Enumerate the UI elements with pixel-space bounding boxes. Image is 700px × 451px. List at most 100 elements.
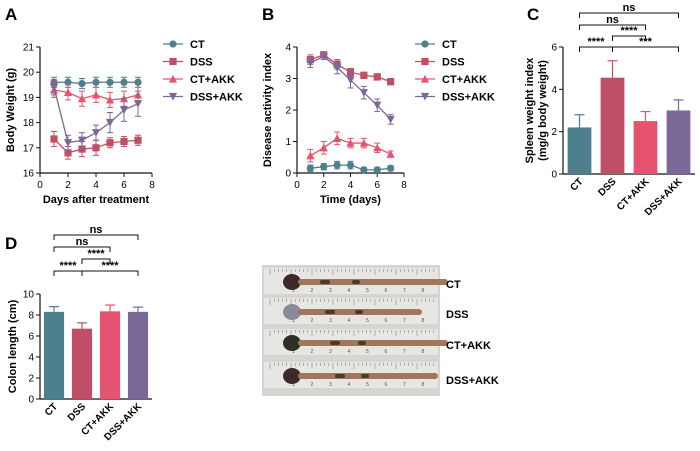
- data-point: [346, 161, 355, 169]
- y-tick-label: 6: [28, 332, 34, 343]
- ruler-number: 8: [422, 382, 425, 388]
- significance-bracket: [612, 46, 679, 52]
- ruler-number: 1: [292, 382, 295, 388]
- significance-bracket: [81, 258, 111, 264]
- data-point: [306, 59, 315, 67]
- significance-label: ****: [59, 260, 77, 272]
- legend-label: DSS+AKK: [442, 92, 495, 104]
- data-point: [360, 166, 368, 174]
- panel-letter-c: C: [527, 5, 539, 24]
- stool-pellet: [330, 341, 340, 345]
- data-point: [78, 145, 86, 153]
- series-ct: [306, 160, 395, 174]
- ruler-number: 2: [311, 382, 314, 388]
- legend-marker: [420, 74, 430, 83]
- panel-letter-d: D: [5, 234, 17, 253]
- legend-label: CT+AKK: [190, 74, 235, 86]
- data-point: [320, 163, 328, 171]
- y-tick-label: 0: [28, 395, 34, 406]
- ruler-number: 5: [366, 288, 369, 294]
- data-point: [386, 150, 395, 158]
- data-point: [50, 135, 58, 143]
- significance-label: ****: [587, 36, 605, 48]
- ruler-number: 3: [329, 288, 332, 294]
- x-tick-label: 6: [374, 180, 380, 191]
- bar-dss-akk: [127, 311, 149, 399]
- legend-label: CT: [190, 39, 205, 51]
- y-tick-label: 4: [285, 43, 291, 54]
- data-point: [373, 101, 382, 110]
- ruler-number: 6: [385, 318, 388, 324]
- legend-item-ct-akk: CT+AKK: [163, 74, 235, 86]
- x-tick-label: DSS: [596, 176, 619, 199]
- legend-label: DSS: [190, 57, 213, 69]
- ruler-number: 5: [366, 382, 369, 388]
- y-tick-label: 8: [28, 311, 34, 322]
- ruler-number: 5: [366, 349, 369, 355]
- stool-pellet: [335, 374, 345, 378]
- x-tick-label: 8: [401, 180, 407, 191]
- colon-tissue: [298, 340, 448, 346]
- x-axis-title: Time (days): [320, 194, 381, 206]
- disease-activity-chart: 0 1 2 3 4 0 2 4 6 8 Time (days) Disease activity in…: [262, 39, 495, 206]
- colon-row: 1 2 3 4 5 6 7 8: [264, 329, 448, 355]
- bar-ct: [567, 127, 592, 174]
- significance-label: ****: [101, 260, 119, 272]
- data-point: [92, 78, 100, 86]
- legend-marker: [421, 40, 429, 48]
- panel-letter-b: B: [262, 5, 274, 24]
- legend-label: DSS: [442, 57, 465, 69]
- ruler-number: 4: [348, 288, 351, 294]
- series-ct: [50, 76, 142, 90]
- photo-label-ct: CT: [446, 279, 461, 291]
- legend-marker: [420, 92, 430, 101]
- cecum: [283, 368, 301, 384]
- ruler-number: 7: [403, 288, 406, 294]
- data-point: [134, 78, 142, 86]
- data-point: [120, 137, 128, 146]
- y-tick-label: 17: [23, 143, 35, 154]
- bar-dss: [71, 328, 93, 399]
- significance-label: ns: [76, 236, 89, 248]
- ruler-number: 3: [329, 382, 332, 388]
- photo-label-ct-akk: CT+AKK: [446, 340, 491, 352]
- significance-bracket: [579, 12, 679, 18]
- ruler-number: 4: [348, 349, 351, 355]
- data-point: [333, 134, 342, 142]
- data-point: [64, 78, 72, 86]
- data-point: [133, 100, 143, 108]
- cecum: [283, 304, 301, 320]
- data-point: [306, 164, 314, 172]
- data-point: [373, 73, 381, 81]
- data-point: [387, 164, 395, 172]
- data-point: [120, 78, 128, 86]
- significance-label: ns: [623, 2, 636, 14]
- y-axis-title: Body Weight (g): [5, 68, 17, 152]
- y-tick-label: 2: [285, 106, 291, 117]
- y-tick-label: 18: [23, 118, 35, 129]
- legend-label: CT: [442, 39, 457, 51]
- legend-marker: [168, 92, 178, 101]
- y-tick-label: 16: [23, 169, 35, 180]
- data-point: [360, 71, 368, 79]
- ruler-number: 6: [385, 288, 388, 294]
- y-tick-label: 19: [23, 93, 35, 104]
- ruler-number: 6: [385, 382, 388, 388]
- significance-label: ****: [620, 25, 638, 37]
- significance-bracket: [53, 234, 139, 240]
- data-point: [106, 139, 114, 147]
- ruler-number: 1: [292, 318, 295, 324]
- y-tick-label: 3: [285, 74, 291, 85]
- y-tick-label: 2: [28, 374, 34, 385]
- legend-item-dss: DSS: [163, 57, 213, 69]
- ruler-number: 7: [403, 318, 406, 324]
- ruler-number: 6: [385, 349, 388, 355]
- data-point: [386, 115, 395, 124]
- legend-item-ct-akk: CT+AKK: [415, 74, 487, 86]
- data-point: [346, 138, 355, 147]
- data-point: [77, 136, 87, 145]
- data-point: [387, 78, 395, 86]
- x-tick-label: 2: [321, 180, 327, 191]
